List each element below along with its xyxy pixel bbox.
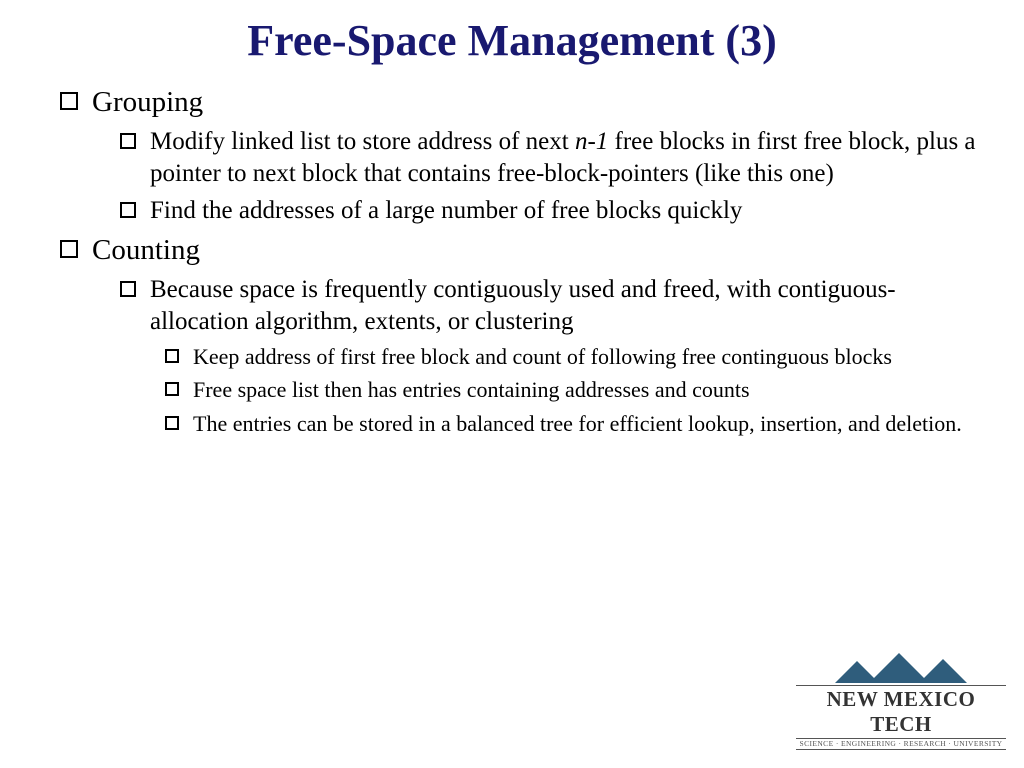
bullet-square-icon <box>60 92 78 110</box>
bullet-grouping: Grouping <box>60 84 984 120</box>
bullet-text: Grouping <box>92 84 203 120</box>
bullet-square-icon <box>165 382 179 396</box>
logo-tagline: SCIENCE · ENGINEERING · RESEARCH · UNIVE… <box>796 739 1006 750</box>
bullet-grouping-sub1: Modify linked list to store address of n… <box>120 126 984 189</box>
bullet-text: Find the addresses of a large number of … <box>150 195 742 226</box>
slide-title: Free-Space Management (3) <box>40 15 984 66</box>
bullet-counting-sub1: Because space is frequently contiguously… <box>120 274 984 337</box>
bullet-counting: Counting <box>60 232 984 268</box>
bullet-counting-sub1c: The entries can be stored in a balanced … <box>165 410 984 438</box>
bullet-text: Modify linked list to store address of n… <box>150 126 984 189</box>
bullet-square-icon <box>120 281 136 297</box>
bullet-counting-sub1a: Keep address of first free block and cou… <box>165 343 984 371</box>
bullet-square-icon <box>120 133 136 149</box>
bullet-text: Counting <box>92 232 200 268</box>
bullet-text: Because space is frequently contiguously… <box>150 274 984 337</box>
bullet-square-icon <box>60 240 78 258</box>
slide-content: Free-Space Management (3) Grouping Modif… <box>0 0 1024 437</box>
bullet-text: Keep address of first free block and cou… <box>193 343 892 371</box>
bullet-text: Free space list then has entries contain… <box>193 376 750 404</box>
bullet-square-icon <box>165 349 179 363</box>
mountains-icon <box>796 651 1006 683</box>
university-logo: NEW MEXICO TECH SCIENCE · ENGINEERING · … <box>796 651 1006 750</box>
bullet-square-icon <box>165 416 179 430</box>
logo-university-name: NEW MEXICO TECH <box>796 685 1006 739</box>
bullet-grouping-sub2: Find the addresses of a large number of … <box>120 195 984 226</box>
bullet-text: The entries can be stored in a balanced … <box>193 410 962 438</box>
bullet-counting-sub1b: Free space list then has entries contain… <box>165 376 984 404</box>
bullet-square-icon <box>120 202 136 218</box>
